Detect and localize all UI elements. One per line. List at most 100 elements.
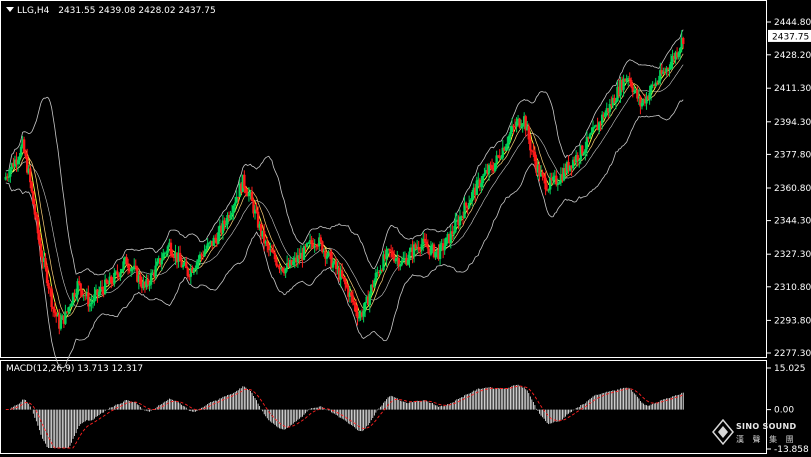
candle-body	[362, 310, 365, 317]
candle-body	[258, 224, 261, 228]
candle-body	[227, 215, 231, 219]
candle-body	[625, 78, 628, 82]
candle-body	[160, 259, 163, 265]
candle-body	[541, 172, 544, 176]
candle-body	[376, 271, 379, 273]
candle-body	[255, 209, 258, 212]
candle-body	[214, 237, 217, 240]
dropdown-triangle-icon[interactable]	[6, 7, 14, 12]
candle-body	[446, 233, 449, 238]
candle-body	[241, 174, 245, 192]
candle-body	[429, 246, 433, 255]
candle-body	[273, 252, 277, 260]
candle-body	[328, 251, 332, 253]
candle-body	[289, 259, 292, 267]
candle-body	[385, 250, 388, 260]
candle-body	[334, 260, 338, 269]
candle-body	[454, 220, 457, 233]
diamond-logo-icon	[712, 419, 734, 446]
candle-body	[368, 293, 371, 305]
macd-histogram	[5, 384, 684, 449]
candle-body	[649, 85, 653, 93]
candle-body	[151, 272, 154, 274]
candle-body	[466, 205, 469, 208]
candle-body	[73, 293, 76, 297]
candle-body	[285, 262, 289, 269]
candle-body	[296, 255, 300, 263]
candle-body	[668, 68, 671, 70]
candle-body	[678, 48, 682, 53]
candle-body	[84, 295, 87, 297]
candle-body	[529, 139, 532, 151]
candle-body	[108, 276, 111, 285]
candle-body	[136, 267, 139, 282]
candle-body	[660, 70, 664, 74]
candle-body	[246, 192, 249, 197]
candle-body	[233, 202, 237, 206]
candle-body	[467, 203, 471, 208]
candle-body	[259, 224, 263, 237]
candle-body	[276, 265, 280, 267]
candle-body	[157, 258, 160, 262]
candle-body	[32, 191, 35, 205]
candle-body	[382, 254, 385, 271]
candle-body	[353, 302, 356, 305]
candle-body	[185, 262, 188, 269]
current-price-box	[768, 29, 811, 42]
candle-body	[631, 86, 634, 93]
candle-body	[250, 192, 254, 202]
candle-body	[570, 165, 573, 169]
candle-body	[88, 304, 92, 307]
candle-body	[399, 264, 402, 267]
candle-body	[87, 292, 90, 307]
candle-body	[616, 86, 619, 102]
candle-body	[469, 199, 472, 204]
candle-body	[311, 243, 315, 248]
candle-body	[396, 258, 399, 260]
ohlc-values: 2431.55 2439.08 2428.02 2437.75	[58, 6, 216, 16]
candle-body	[403, 257, 407, 260]
candle-body	[12, 163, 15, 167]
candle-body	[522, 116, 526, 125]
candle-body	[270, 249, 274, 253]
candle-body	[224, 224, 228, 226]
candle-body	[412, 244, 416, 257]
price-axis: 2444.80 2428.20 2411.30 2394.30 2377.80 2360.…	[767, 18, 811, 359]
candle-body	[123, 257, 127, 262]
candle-body	[516, 118, 520, 122]
candle-body	[423, 238, 426, 242]
candle-body	[584, 149, 587, 153]
price-tick-label: 2360.80	[774, 184, 811, 194]
candle-body	[500, 157, 503, 159]
candle-body	[492, 169, 495, 171]
candle-body	[553, 175, 556, 177]
candle-body	[371, 284, 374, 288]
candle-body	[155, 261, 159, 266]
candle-body	[76, 281, 79, 295]
price-tick-label: 2344.30	[774, 217, 811, 227]
candle-body	[307, 242, 310, 244]
candle-body	[626, 78, 630, 80]
candle-body	[677, 52, 680, 57]
candle-body	[611, 97, 615, 106]
candle-body	[247, 192, 251, 197]
candle-body	[111, 283, 115, 285]
candle-body	[379, 270, 382, 274]
candle-body	[639, 96, 642, 107]
candle-body	[79, 283, 82, 291]
candle-body	[321, 241, 324, 253]
candle-body	[646, 96, 650, 100]
candle-body	[652, 84, 656, 86]
candle-body	[183, 262, 186, 265]
candle-body	[351, 296, 355, 303]
candle-body	[162, 253, 165, 260]
candle-body	[140, 284, 144, 289]
candle-body	[596, 124, 599, 131]
candle-body	[449, 231, 452, 243]
candle-body	[556, 184, 560, 186]
candle-body	[19, 146, 23, 157]
candle-body	[483, 173, 486, 176]
candle-body	[561, 174, 564, 181]
candle-body	[558, 182, 561, 185]
